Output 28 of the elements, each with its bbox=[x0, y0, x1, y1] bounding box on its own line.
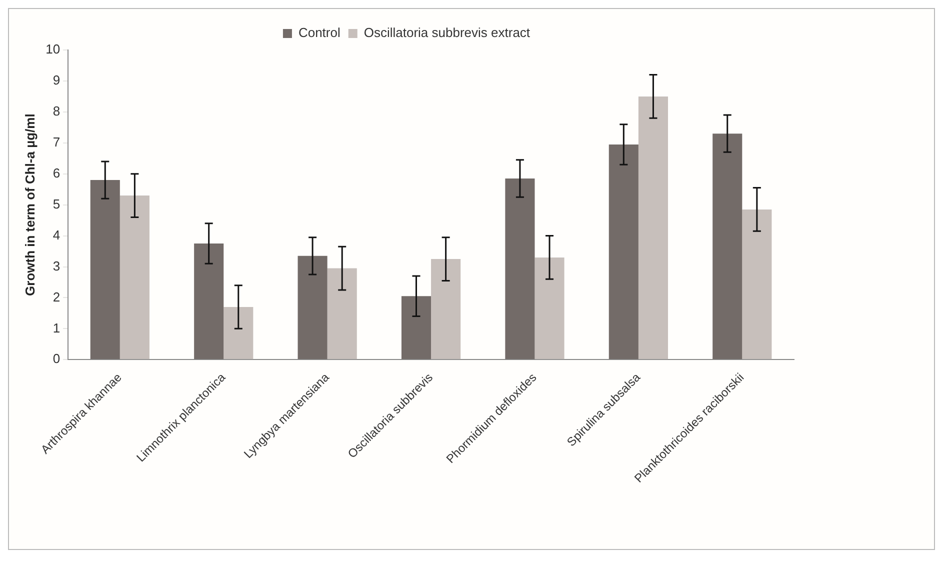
bar bbox=[90, 180, 120, 360]
bar bbox=[401, 296, 432, 360]
y-axis-title: Growth in term of Chl-a µg/ml bbox=[22, 114, 38, 296]
bar bbox=[638, 96, 668, 360]
y-tick-label: 8 bbox=[52, 104, 60, 119]
y-tick-label: 2 bbox=[52, 289, 60, 304]
y-tick-label: 0 bbox=[52, 351, 60, 366]
bar bbox=[742, 209, 772, 360]
bar bbox=[534, 257, 564, 360]
bar bbox=[712, 134, 742, 360]
y-tick-label: 9 bbox=[52, 72, 60, 88]
legend-label: Oscillatoria subbrevis extract bbox=[364, 25, 530, 40]
y-tick-label: 6 bbox=[52, 165, 60, 180]
bar bbox=[431, 259, 461, 360]
bar bbox=[608, 144, 638, 360]
bar bbox=[194, 244, 224, 360]
y-tick-label: 10 bbox=[46, 42, 60, 57]
bar bbox=[327, 268, 357, 360]
y-tick-label: 3 bbox=[52, 258, 60, 274]
y-tick-label: 4 bbox=[52, 227, 60, 242]
bar bbox=[298, 256, 328, 360]
legend-label: Control bbox=[298, 25, 340, 40]
y-tick-label: 5 bbox=[52, 196, 60, 212]
bar bbox=[505, 178, 535, 360]
bar bbox=[120, 196, 150, 360]
y-tick-label: 1 bbox=[52, 320, 60, 336]
y-tick-label: 7 bbox=[52, 134, 60, 150]
bar bbox=[224, 307, 254, 360]
